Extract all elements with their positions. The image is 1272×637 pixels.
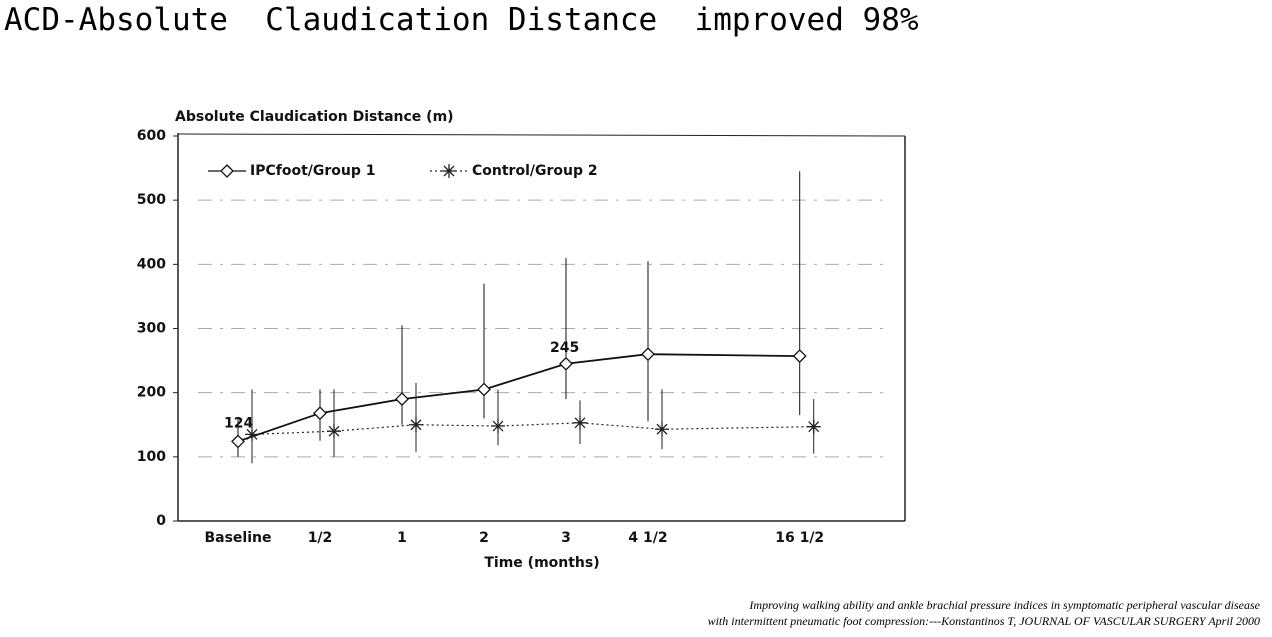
marker (327, 424, 341, 439)
marker (655, 422, 669, 437)
main-title: ACD-Absolute Claudication Distance impro… (4, 2, 919, 38)
marker (395, 392, 409, 407)
y-tick-label: 300 (137, 321, 166, 337)
marker (313, 406, 327, 421)
source: Improving walking ability and ankle brac… (708, 597, 1260, 629)
marker (792, 349, 807, 364)
marker (231, 434, 245, 449)
x-tick-label: 16 1/2 (775, 530, 824, 546)
marker (491, 419, 505, 434)
series-line (237, 353, 800, 443)
data-label: 245 (550, 340, 579, 356)
marker (245, 427, 259, 442)
x-tick-label: Baseline (204, 530, 271, 546)
y-tick-label: 600 (137, 128, 166, 144)
y-tick-label: 400 (137, 256, 166, 272)
source-line: with intermittent pneumatic foot compres… (707, 614, 1260, 628)
x-tick-label: 1 (397, 530, 407, 546)
marker (573, 415, 587, 430)
data-label: 124 (224, 415, 253, 431)
x-tick-label: 3 (561, 530, 571, 546)
legend-label: IPCfoot/Group 1 (250, 163, 376, 179)
y-tick-label: 100 (137, 449, 166, 465)
y-tick-label: 0 (156, 513, 166, 529)
x-tick-label: 1/2 (308, 530, 333, 546)
marker (806, 419, 821, 434)
marker (220, 164, 234, 178)
source-line: Improving walking ability and ankle brac… (749, 598, 1260, 612)
frame (177, 133, 906, 137)
marker (409, 417, 423, 432)
marker (559, 356, 573, 371)
x-axis-title: Time (months) (484, 555, 599, 571)
y-tick-label: 200 (137, 385, 166, 401)
y-tick-label: 500 (137, 192, 166, 208)
x-tick-label: 2 (479, 530, 489, 546)
legend-label: Control/Group 2 (472, 163, 598, 179)
marker (442, 164, 456, 178)
marker (641, 347, 655, 362)
marker (477, 382, 491, 397)
y-axis-title: Absolute Claudication Distance (m) (175, 109, 454, 125)
x-tick-label: 4 1/2 (628, 530, 667, 546)
